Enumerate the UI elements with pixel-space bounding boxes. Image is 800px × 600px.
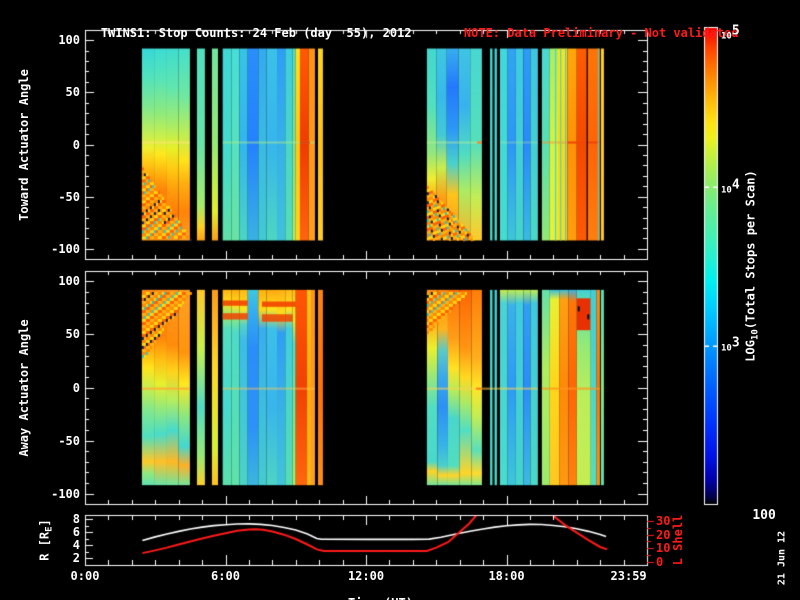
panel1-y-axis-label: Toward Actuator Angle xyxy=(17,69,31,221)
panel1-ytick-label: -50 xyxy=(58,189,80,204)
colorbar-axis-label: LOG10(Total Stops per Scan) xyxy=(743,170,761,362)
panel3-right-tick-label: 20 xyxy=(656,527,671,542)
panel1-ytick-label: 100 xyxy=(58,33,80,48)
panel3-right-tick-label: 10 xyxy=(656,541,671,556)
panel2-ytick-label: -100 xyxy=(51,486,80,501)
subscript-10: 10 xyxy=(750,329,761,341)
panel3-left-tick-label: 4 xyxy=(72,538,80,552)
title-note: NOTE: Data Preliminary - Not validated xyxy=(435,12,739,54)
colorbar-tick-label: 105 xyxy=(721,23,740,42)
x-tick-label: 18:00 xyxy=(488,569,525,583)
panel3-right-tick-label: 0 xyxy=(656,555,664,569)
colorbar-bottom-label: 100 xyxy=(752,508,776,523)
colorbar-tick-label: 103 xyxy=(721,335,740,354)
page-title: TWINS1: Stop Counts: 24 Feb (day 55), 20… xyxy=(72,12,412,54)
panel1-ytick-label: 0 xyxy=(72,137,80,152)
x-tick-label: 12:00 xyxy=(347,569,385,583)
title-note-text: NOTE: Data Preliminary - Not validated xyxy=(463,26,739,40)
lshell-axis-label: L Shell xyxy=(671,514,685,566)
panel2-ytick-label: -50 xyxy=(58,433,80,448)
x-axis-label: Time (UT) xyxy=(319,585,413,600)
title-text: TWINS1: Stop Counts: 24 Feb (day 55), 20… xyxy=(100,26,412,40)
panel3-left-tick-label: 2 xyxy=(72,551,80,565)
panel3-left-tick-label: 6 xyxy=(72,525,80,539)
panel2-ytick-label: 0 xyxy=(72,380,80,395)
date-stamp: 21 Jun 12 xyxy=(776,530,788,586)
x-tick-label: 0:00 xyxy=(70,569,100,583)
x-tick-label: 23:59 xyxy=(610,569,647,583)
panel3-right-tick-label: 30 xyxy=(656,513,671,528)
panel3-y-axis-label: R [RE] xyxy=(37,519,55,561)
panel1-ytick-label: 50 xyxy=(65,85,80,100)
panel3-left-tick-label: 8 xyxy=(72,512,80,526)
subscript-E: E xyxy=(44,526,55,532)
colorbar-tick-label: 104 xyxy=(721,177,740,195)
panel2-y-axis-label: Away Actuator Angle xyxy=(17,319,31,457)
panel2-ytick-label: 100 xyxy=(58,274,80,289)
panel1-ytick-label: -100 xyxy=(51,241,80,256)
x-tick-label: 6:00 xyxy=(211,569,240,583)
panel2-ytick-label: 50 xyxy=(65,327,80,342)
